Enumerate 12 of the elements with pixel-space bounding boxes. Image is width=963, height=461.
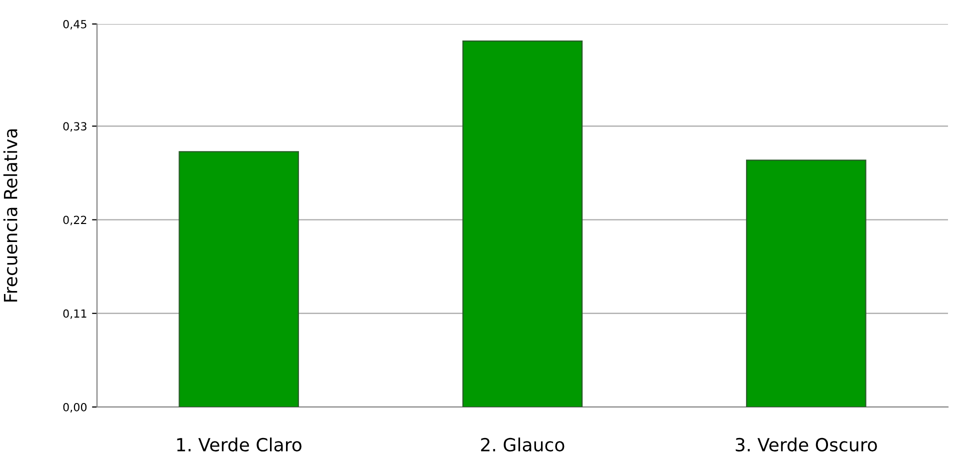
x-tick-label: 1. Verde Claro — [177, 438, 302, 452]
y-tick-label: 0,22 — [63, 216, 86, 226]
x-tick-label: 3. Verde Oscuro — [736, 438, 877, 452]
y-tick-label: 0,11 — [63, 309, 86, 319]
bar — [178, 151, 299, 407]
x-tick-label: 2. Glauco — [481, 438, 564, 452]
y-tick-label: 0,33 — [63, 122, 86, 132]
bar — [746, 160, 866, 407]
y-tick-label: 0,00 — [63, 402, 87, 413]
y-axis-title: Frecuencia Relativa — [3, 129, 18, 302]
y-tick-label: 0,45 — [63, 20, 86, 30]
bar — [462, 40, 583, 407]
